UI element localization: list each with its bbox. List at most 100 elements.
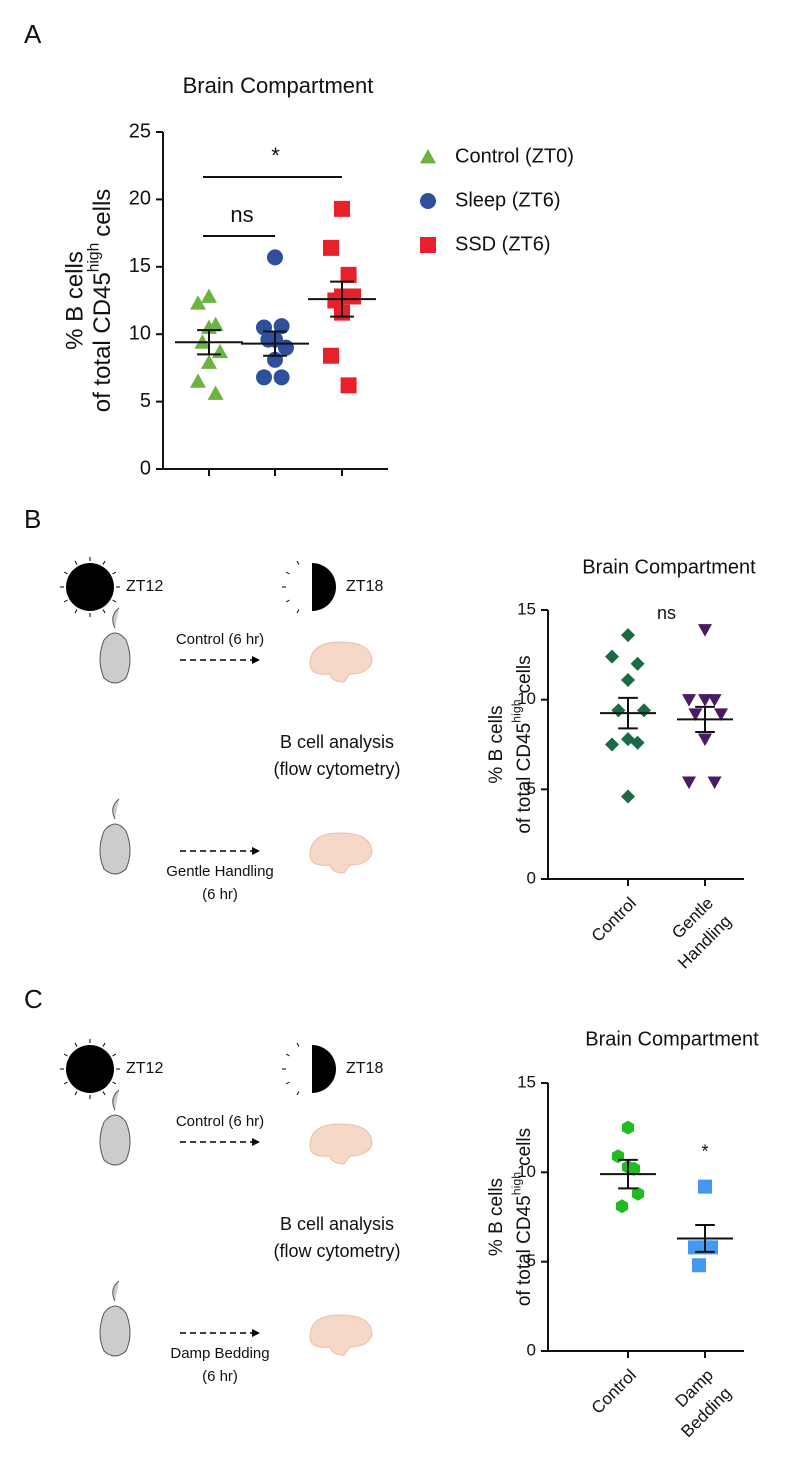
y-axis-label-part: of total CD45 xyxy=(514,1195,535,1306)
data-point xyxy=(273,369,290,386)
y-axis-label-part: of total CD45 xyxy=(514,723,535,834)
icon-tick xyxy=(285,1081,290,1085)
arrow-head xyxy=(252,1138,260,1146)
data-point xyxy=(631,1186,645,1201)
zt-label: ZT12 xyxy=(126,578,163,595)
data-point xyxy=(698,733,712,747)
brain-icon xyxy=(309,641,373,683)
legend-marker xyxy=(420,149,436,164)
icon-tick xyxy=(112,571,117,575)
data-point xyxy=(621,628,635,643)
data-point xyxy=(682,776,696,790)
icon-tick xyxy=(296,1091,300,1096)
icon-tick xyxy=(285,1053,290,1057)
data-point xyxy=(692,1258,706,1273)
protocol-diagram: ZT12 ZT18 Control (6 hr) B cell analysis (fl… xyxy=(60,1039,401,1385)
y-axis-label: % B cells xyxy=(486,1178,507,1256)
moon-icon xyxy=(312,1045,336,1093)
y-axis-label-part: of total CD45 xyxy=(89,272,116,412)
data-point xyxy=(698,624,712,637)
data-point xyxy=(201,354,217,369)
data-point xyxy=(698,694,712,707)
icon-tick xyxy=(102,560,106,565)
error-bar xyxy=(618,696,638,730)
y-tick-label: 5 xyxy=(140,390,151,412)
y-tick-label: 5 xyxy=(527,779,536,798)
icon-tick xyxy=(296,560,300,565)
protocol-diagram: ZT12 ZT18 Control (6 hr) B cell analysis (fl… xyxy=(60,557,401,903)
data-point xyxy=(273,318,290,335)
significance-label: ns xyxy=(657,603,676,623)
error-bar xyxy=(695,705,715,733)
data-point xyxy=(714,708,728,722)
zt-label: ZT12 xyxy=(126,1060,163,1077)
y-tick-label: 15 xyxy=(517,599,536,618)
icon-tick xyxy=(74,1042,78,1047)
data-point xyxy=(621,672,635,687)
data-point xyxy=(621,1120,635,1135)
step-label: Damp Bedding xyxy=(170,1345,269,1362)
data-point xyxy=(630,656,645,671)
data-point xyxy=(190,295,206,310)
sun-icon xyxy=(66,1045,114,1093)
data-point xyxy=(611,1149,625,1164)
panel-label: A xyxy=(24,19,42,49)
y-axis-label: of total CD45high cells xyxy=(510,655,535,833)
y-axis-label-part: high xyxy=(510,1172,524,1195)
arrow-head xyxy=(252,656,260,664)
data-point xyxy=(682,694,696,707)
icon-tick xyxy=(63,571,68,575)
step-label: (6 hr) xyxy=(202,1368,238,1385)
step-label: Control (6 hr) xyxy=(176,631,264,648)
legend-label: Sleep (ZT6) xyxy=(455,189,561,211)
y-tick-label: 10 xyxy=(129,322,151,344)
data-point xyxy=(190,373,206,388)
y-tick-label: 10 xyxy=(517,1162,536,1181)
sun-icon xyxy=(66,563,114,611)
y-axis-label: % B cells xyxy=(486,705,507,783)
data-point xyxy=(207,385,224,400)
icon-tick xyxy=(102,1091,106,1096)
data-point xyxy=(340,266,357,283)
error-bar xyxy=(263,330,287,357)
y-tick-label: 0 xyxy=(527,1340,536,1359)
icon-tick xyxy=(63,599,68,603)
step-label: (flow cytometry) xyxy=(273,1241,400,1261)
icon-tick xyxy=(285,599,290,603)
x-tick-label: Control xyxy=(588,1366,640,1418)
brain-icon xyxy=(309,832,373,874)
data-point xyxy=(605,649,619,664)
arrow-head xyxy=(252,847,260,855)
data-point xyxy=(621,789,635,804)
error-bar xyxy=(330,280,354,318)
x-tick-label: Control xyxy=(588,894,640,946)
step-label: (flow cytometry) xyxy=(273,759,400,779)
panel-label: B xyxy=(24,504,41,534)
data-point xyxy=(334,200,350,217)
y-tick-label: 25 xyxy=(129,120,151,142)
icon-tick xyxy=(102,609,106,614)
icon-tick xyxy=(63,1053,68,1057)
data-point xyxy=(615,1199,629,1214)
step-label: Control (6 hr) xyxy=(176,1113,264,1130)
mouse-icon xyxy=(99,798,131,875)
data-point xyxy=(323,347,339,364)
legend-marker xyxy=(420,193,436,209)
y-tick-label: 0 xyxy=(527,868,536,887)
icon-tick xyxy=(74,609,78,614)
icon-tick xyxy=(74,560,78,565)
data-point xyxy=(345,288,361,305)
chart-title: Brain Compartment xyxy=(582,556,756,578)
icon-tick xyxy=(63,1081,68,1085)
mouse-icon xyxy=(99,1089,131,1166)
legend-label: SSD (ZT6) xyxy=(455,233,551,255)
chart-title: Brain Compartment xyxy=(585,1028,759,1050)
icon-tick xyxy=(285,571,290,575)
significance-label: * xyxy=(701,1141,708,1161)
data-point xyxy=(698,1179,712,1194)
data-point xyxy=(278,339,294,356)
icon-tick xyxy=(112,1053,117,1057)
zt-label: ZT18 xyxy=(346,578,383,595)
zt-label: ZT18 xyxy=(346,1060,383,1077)
